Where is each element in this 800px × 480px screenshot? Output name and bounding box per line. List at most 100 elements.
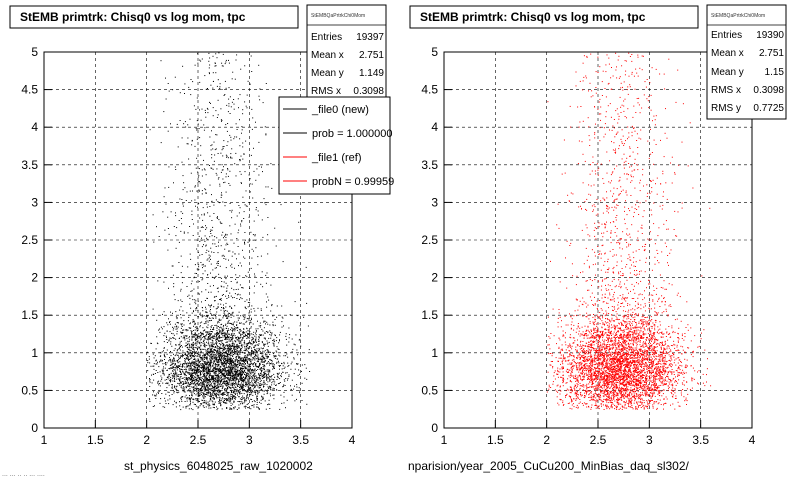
scatter-point bbox=[288, 365, 290, 366]
scatter-point bbox=[215, 313, 217, 315]
scatter-point bbox=[271, 187, 273, 189]
scatter-point bbox=[171, 367, 173, 369]
scatter-point bbox=[256, 348, 258, 350]
scatter-point bbox=[202, 310, 204, 312]
scatter-point bbox=[216, 311, 218, 313]
scatter-point bbox=[183, 383, 184, 385]
scatter-point bbox=[215, 53, 217, 55]
scatter-point bbox=[171, 265, 173, 267]
scatter-point bbox=[208, 365, 210, 367]
scatter-point bbox=[237, 293, 239, 295]
scatter-point bbox=[222, 382, 223, 384]
scatter-point bbox=[241, 399, 242, 401]
scatter-point bbox=[237, 384, 239, 385]
scatter-point bbox=[154, 373, 156, 374]
scatter-point bbox=[221, 62, 223, 64]
scatter-point bbox=[296, 386, 298, 388]
scatter-point bbox=[197, 367, 199, 369]
scatter-point bbox=[238, 360, 240, 362]
scatter-point bbox=[279, 378, 281, 380]
scatter-point bbox=[208, 364, 210, 366]
scatter-point bbox=[217, 375, 219, 376]
scatter-point bbox=[233, 387, 235, 389]
scatter-point bbox=[225, 244, 227, 246]
scatter-point bbox=[244, 335, 246, 337]
scatter-point bbox=[212, 337, 213, 339]
scatter-point bbox=[253, 357, 255, 359]
scatter-point bbox=[275, 384, 276, 386]
scatter-point bbox=[226, 366, 228, 368]
scatter-point bbox=[251, 371, 253, 373]
scatter-point bbox=[281, 373, 282, 375]
scatter-point bbox=[215, 395, 217, 397]
scatter-point bbox=[207, 338, 209, 340]
scatter-point bbox=[199, 109, 200, 111]
scatter-point bbox=[188, 86, 190, 88]
scatter-point bbox=[224, 380, 225, 382]
scatter-point bbox=[164, 397, 166, 399]
scatter-point bbox=[203, 344, 205, 345]
scatter-point bbox=[182, 364, 184, 366]
scatter-point bbox=[187, 397, 189, 399]
scatter-point bbox=[218, 340, 220, 341]
scatter-point bbox=[213, 349, 215, 351]
scatter-point bbox=[244, 316, 246, 318]
scatter-point bbox=[276, 389, 278, 391]
scatter-point bbox=[252, 359, 254, 361]
scatter-point bbox=[234, 378, 236, 380]
scatter-point bbox=[195, 379, 197, 381]
scatter-point bbox=[207, 88, 208, 89]
scatter-point bbox=[247, 386, 249, 388]
scatter-point bbox=[236, 325, 238, 326]
scatter-point bbox=[236, 391, 238, 393]
scatter-point bbox=[239, 352, 241, 353]
scatter-point bbox=[301, 370, 302, 372]
scatter-point bbox=[212, 352, 214, 354]
scatter-point bbox=[224, 336, 226, 338]
scatter-point bbox=[233, 366, 235, 368]
scatter-point bbox=[235, 365, 237, 367]
scatter-point bbox=[228, 395, 230, 397]
scatter-point bbox=[208, 351, 210, 353]
scatter-point bbox=[251, 369, 253, 371]
scatter-point bbox=[227, 321, 229, 323]
scatter-point bbox=[217, 353, 219, 355]
scatter-point bbox=[244, 360, 246, 362]
scatter-point bbox=[201, 387, 203, 389]
scatter-point bbox=[180, 336, 182, 338]
scatter-point bbox=[266, 384, 268, 386]
scatter-point bbox=[263, 361, 265, 363]
scatter-point bbox=[268, 372, 270, 374]
scatter-point bbox=[286, 399, 288, 401]
scatter-point bbox=[235, 379, 237, 381]
scatter-point bbox=[149, 399, 151, 401]
scatter-point bbox=[232, 380, 234, 382]
scatter-point bbox=[199, 182, 201, 184]
scatter-point bbox=[193, 386, 194, 388]
scatter-point bbox=[247, 337, 249, 339]
scatter-point bbox=[195, 360, 197, 362]
scatter-point bbox=[253, 250, 254, 252]
scatter-point bbox=[225, 380, 227, 382]
scatter-point bbox=[205, 306, 206, 308]
scatter-point bbox=[171, 384, 173, 385]
scatter-point bbox=[191, 368, 193, 370]
scatter-point bbox=[204, 366, 206, 368]
scatter-point bbox=[232, 384, 234, 386]
scatter-point bbox=[222, 397, 224, 399]
scatter-point bbox=[213, 360, 215, 362]
scatter-point bbox=[227, 157, 229, 159]
scatter-point bbox=[207, 373, 208, 375]
scatter-point bbox=[240, 403, 241, 405]
scatter-point bbox=[240, 376, 242, 378]
scatter-point bbox=[213, 380, 215, 382]
scatter-point bbox=[168, 90, 170, 92]
scatter-point bbox=[200, 334, 202, 336]
scatter-point bbox=[168, 391, 170, 393]
scatter-point bbox=[221, 192, 222, 194]
scatter-point bbox=[228, 295, 229, 297]
scatter-point bbox=[230, 348, 232, 350]
scatter-point bbox=[249, 331, 251, 332]
scatter-point bbox=[199, 395, 201, 396]
scatter-point bbox=[237, 374, 239, 376]
